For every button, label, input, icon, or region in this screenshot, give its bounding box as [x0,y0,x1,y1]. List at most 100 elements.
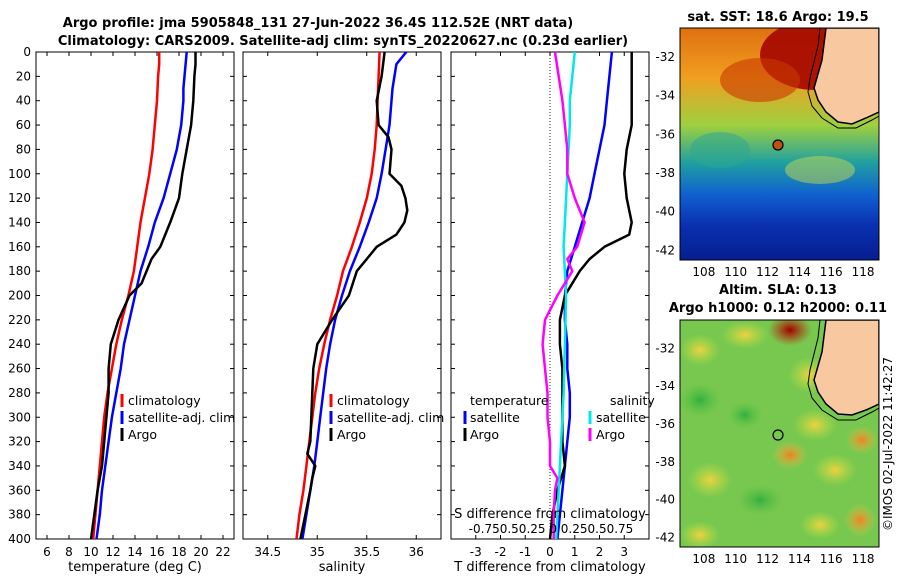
depth-tick-label: 40 [16,94,31,108]
sst_map-ytick-label: -38 [655,166,675,180]
sla-anomaly [688,462,732,498]
legend-label-satellite-adj: satellite-adj. clim [337,410,444,425]
legend-label-climatology: climatology [128,393,201,408]
sst_map-ytick-label: -40 [655,205,675,219]
s-difference-axis-label: S difference from climatology [454,507,646,522]
differences-series-s-satellite [554,51,577,540]
sst_map-xtick-label: 114 [788,265,811,279]
depth-tick-label: 120 [8,191,31,205]
temperature-xtick-label: 14 [127,545,142,559]
depth-tick-label: 80 [16,142,31,156]
depth-tick-label: 140 [8,215,31,229]
salinity-axis-label: salinity [319,560,366,575]
depth-tick-label: 300 [8,410,31,424]
temperature-axis-label: temperature (deg C) [68,560,202,575]
t-difference-axis-label: T difference from climatology [453,560,646,575]
sst-map-frame [679,27,880,261]
depth-tick-label: 320 [8,435,31,449]
depth-tick-label: 20 [16,69,31,83]
figure-title-line1: Argo profile: jma 5905848_131 27-Jun-202… [63,16,573,31]
sst-warm-patch-south [785,156,855,184]
sla_map-ytick-label: -32 [655,341,675,355]
legend-label-argo: Argo [337,427,366,442]
temperature-series-climatology [91,52,161,540]
sla-map-frame [679,319,880,548]
depth-tick-label: 360 [8,483,31,497]
legend-label-s-satellite: satellite [596,410,646,425]
differences-xtick-label: 0 [546,545,554,559]
salinity-xtick-label: 36 [409,545,424,559]
salinity-xtick-label: 35 [310,545,325,559]
legend-label-climatology: climatology [337,393,410,408]
legend-label-t-satellite: satellite [470,410,520,425]
temperature-xtick-label: 10 [83,545,98,559]
shelf-contour [807,320,879,421]
sla-anomaly [680,334,720,366]
sst_map-ytick-label: -36 [655,127,675,141]
sla-map-title-line1: Altim. SLA: 0.13 [719,283,837,298]
sla-anomaly [793,409,837,441]
sla-map [680,320,879,547]
legend-label-s-argo: Argo [596,427,625,442]
temperature-legend: climatology satellite-adj. clim Argo [120,393,235,442]
sla-map-title-line2: Argo h1000: 0.12 h2000: 0.11 [669,301,887,316]
legend-label-t-argo: Argo [470,427,499,442]
depth-tick-label: 0 [23,45,31,59]
depth-tick-label: 260 [8,362,31,376]
legend-label-argo: Argo [128,427,157,442]
sla-anomaly [772,441,808,469]
sst-argo-location-marker [772,139,784,151]
axes-layer: 6 8 10 12 14 16 18 20 22020406080100120140160180… [8,45,874,566]
depth-tick-label: 380 [8,508,31,522]
sla_map-ytick-label: -40 [655,493,675,507]
depth-tick-label: 340 [8,459,31,473]
salinity-xtick-label: 35.5 [353,545,380,559]
sst-cool-patch [690,132,750,168]
sst_map-ytick-label: -34 [655,89,675,103]
depth-tick-label: 100 [8,167,31,181]
legend-title-salinity: salinity [610,393,655,408]
sla-anomaly [813,454,857,486]
temperature-xtick-label: 20 [193,545,208,559]
temperature-series-satellite-adj-clim [95,51,188,540]
australia-land [813,320,879,416]
sla_map-ytick-label: -38 [655,455,675,469]
sst-warm-patch [720,58,800,102]
sla_map-ytick-label: -34 [655,379,675,393]
sst_map-xtick-label: 118 [852,265,875,279]
sla_map-ytick-label: -42 [655,531,675,545]
sst_map-ytick-label: -42 [655,243,675,257]
sla_map-xtick-label: 112 [756,552,779,566]
differences-series-s-argo [541,51,586,539]
shelf-contour [807,28,879,129]
sla_map-xtick-label: 108 [692,552,715,566]
sla_map-xtick-label: 118 [852,552,875,566]
sla_map-ytick-label: -36 [655,417,675,431]
sla-anomaly [680,382,722,418]
sst_map-xtick-label: 116 [820,265,843,279]
imos-stamp: ©IMOS 02-Jul-2022 11:42:27 [881,357,895,531]
temperature-xtick-label: 8 [65,545,73,559]
salinity-legend: climatology satellite-adj. clim Argo [329,393,444,442]
difference-legend: temperature satellite Argo salinity sate… [463,393,655,442]
temperature-series-argo [89,52,197,540]
sst_map-xtick-label: 108 [692,265,715,279]
temperature-xtick-label: 16 [149,545,164,559]
sst-map-title: sat. SST: 18.6 Argo: 19.5 [687,10,868,25]
sst_map-ytick-label: -32 [655,50,675,64]
differences-xtick-label: 1 [571,545,579,559]
temperature-xtick-label: 6 [43,545,51,559]
temperature-xtick-label: 18 [171,545,186,559]
depth-tick-label: 220 [8,313,31,327]
differences-xtick-label: -2 [495,545,507,559]
salinity-xtick-label: 34.5 [254,545,281,559]
salinity-series-satellite-adj-clim [301,51,408,540]
depth-tick-label: 200 [8,289,31,303]
depth-tick-label: 400 [8,532,31,546]
depth-tick-label: 60 [16,118,31,132]
sla_map-xtick-label: 110 [724,552,747,566]
sla-anomaly [768,320,812,346]
salinity-series-argo [299,51,409,540]
legend-title-temperature: temperature [470,393,549,408]
